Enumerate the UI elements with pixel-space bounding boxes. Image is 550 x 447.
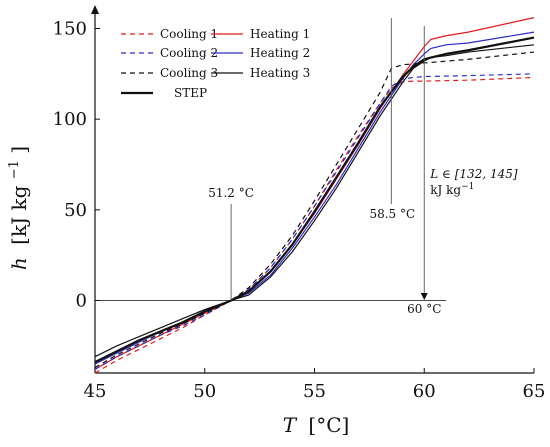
x-axis-title: T [°C] [283,413,350,437]
legend-label: Cooling 2 [160,46,218,60]
y-tick-label: 100 [53,109,87,130]
y-tick-label: 150 [53,19,87,40]
x-tick-label: 55 [303,381,326,402]
legend-label: Cooling 3 [160,66,218,80]
legend-label: Heating 2 [250,46,310,60]
x-tick-label: 65 [523,381,546,402]
x-tick-label: 45 [84,381,107,402]
legend-label: Heating 1 [250,27,310,41]
y-axis-title: h [kJ kg −1 ] [0,146,31,270]
legend-label: Heating 3 [250,66,310,80]
legend-label: STEP [174,86,207,100]
annotation-latent-heat: L ∈ [132, 145] [429,167,518,181]
legend: Cooling 1 Cooling 2 Cooling 3 STEP Heating 1… [121,27,310,100]
series-line-cooling-1 [94,76,535,374]
legend-label: Cooling 1 [160,27,218,41]
x-tick-label: 60 [413,381,436,402]
series-line-heating-2 [94,31,535,365]
annotation-60: 60 °C [407,302,441,316]
series-line-cooling-2 [94,73,535,370]
annotation-58-5: 58.5 °C [369,207,415,221]
series-line-cooling-3 [94,51,535,369]
x-tick-label: 50 [193,381,216,402]
series-line-step [94,36,535,364]
annotation-51-2: 51.2 °C [208,186,254,200]
y-tick-label: 50 [64,200,87,221]
y-axis-arrow [91,5,99,14]
annotation-latent-heat-unit: kJ kg−1 [430,182,474,197]
y-tick-label: 0 [76,290,87,311]
